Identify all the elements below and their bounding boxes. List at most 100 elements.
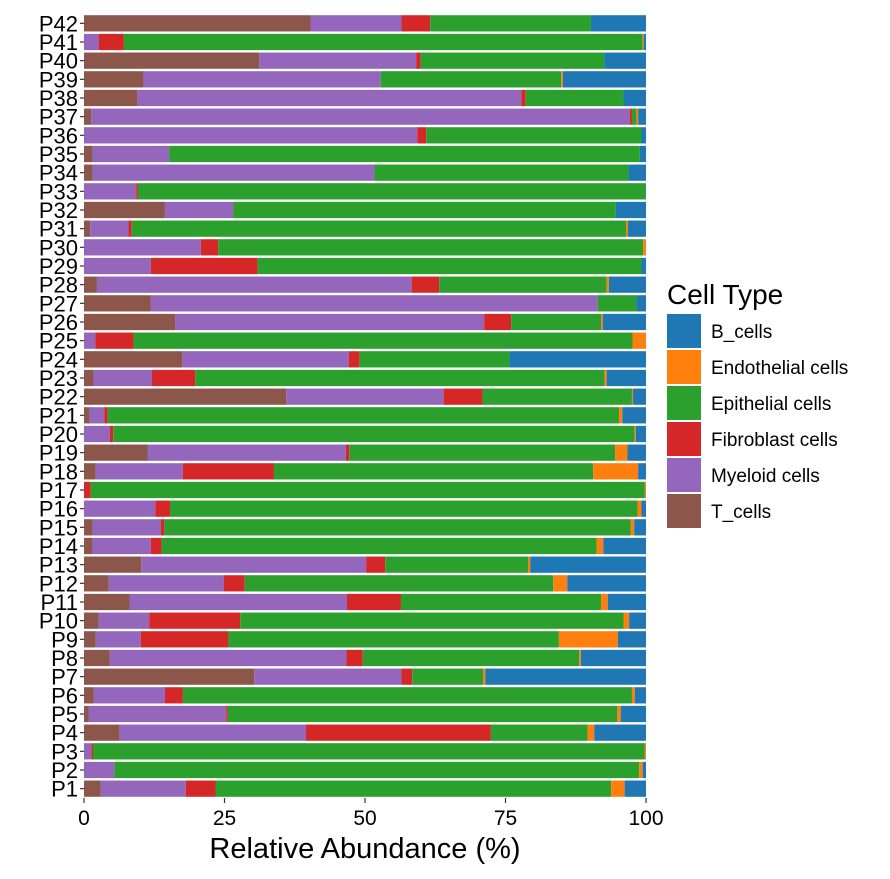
bar-p15-epithelial-cells <box>164 519 631 536</box>
bar-p2-myeloid-cells <box>84 761 115 779</box>
bar-p27-t-cells <box>84 295 151 312</box>
bar-p6-endothelial-cells <box>631 687 635 704</box>
bar-p31-t-cells <box>84 220 91 237</box>
y-tick-label: P5 <box>51 702 78 727</box>
y-tick-label: P26 <box>39 310 78 335</box>
y-tick-label: P11 <box>40 590 78 615</box>
bar-p8-fibroblast-cells <box>346 649 363 667</box>
bar-p5-epithelial-cells <box>227 705 618 723</box>
bar-p29-epithelial-cells <box>257 257 642 275</box>
bar-p36-b-cells <box>641 127 646 144</box>
bar-p10-endothelial-cells <box>623 612 630 629</box>
bar-p3-endothelial-cells <box>644 743 646 760</box>
bar-p4-fibroblast-cells <box>305 724 491 741</box>
bar-p13-endothelial-cells <box>527 556 531 573</box>
bar-p14-t-cells <box>84 537 93 555</box>
bar-p19-fibroblast-cells <box>345 444 350 461</box>
bar-p9-myeloid-cells <box>95 631 141 648</box>
bar-p40-fibroblast-cells <box>416 52 421 69</box>
bar-p16-myeloid-cells <box>84 500 156 517</box>
y-axis: P1P2P3P4P5P6P7P8P9P10P11P12P13P14P15P16P… <box>39 11 84 802</box>
bar-p30-myeloid-cells <box>84 239 201 256</box>
bar-p10-fibroblast-cells <box>149 612 241 629</box>
bar-p39-b-cells <box>562 71 646 88</box>
bar-p23-endothelial-cells <box>604 369 607 387</box>
bar-p18-epithelial-cells <box>273 463 594 480</box>
bar-p21-endothelial-cells <box>619 407 623 424</box>
bar-p4-t-cells <box>84 724 120 741</box>
y-tick-label: P1 <box>51 777 78 802</box>
bar-p42-epithelial-cells <box>430 15 591 32</box>
bar-p22-myeloid-cells <box>286 388 444 405</box>
bar-p25-fibroblast-cells <box>95 332 134 349</box>
bar-p30-fibroblast-cells <box>200 239 219 256</box>
bar-p21-b-cells <box>622 407 646 424</box>
y-tick-label: P19 <box>39 441 78 466</box>
bar-p6-fibroblast-cells <box>164 687 183 704</box>
bar-p4-myeloid-cells <box>119 724 306 741</box>
bar-p25-endothelial-cells <box>632 332 646 349</box>
y-tick-label: P4 <box>51 721 78 746</box>
y-tick-label: P25 <box>39 329 78 354</box>
bar-p24-myeloid-cells <box>182 351 349 368</box>
bar-p13-epithelial-cells <box>385 556 528 573</box>
bar-p16-fibroblast-cells <box>155 500 170 517</box>
bar-p32-b-cells <box>615 201 646 219</box>
bar-p18-fibroblast-cells <box>182 463 274 480</box>
y-tick-label: P18 <box>39 459 78 484</box>
bar-p8-b-cells <box>580 649 646 667</box>
y-tick-label: P29 <box>39 254 78 279</box>
bar-p31-fibroblast-cells <box>128 220 132 237</box>
bar-p38-fibroblast-cells <box>521 89 526 107</box>
bar-p25-myeloid-cells <box>84 332 96 349</box>
bar-p11-b-cells <box>607 593 646 611</box>
bar-p12-b-cells <box>567 575 646 592</box>
legend-key-fibroblast-cells <box>667 422 701 456</box>
y-tick-label: P9 <box>51 627 78 652</box>
bar-p17-fibroblast-cells <box>84 481 91 499</box>
bar-p21-t-cells <box>84 407 90 424</box>
bar-p19-t-cells <box>84 444 148 461</box>
bar-p32-myeloid-cells <box>164 201 234 219</box>
bar-p19-epithelial-cells <box>349 444 616 461</box>
bar-p27-b-cells <box>636 295 646 312</box>
x-tick-label: 25 <box>213 807 236 830</box>
bar-p18-b-cells <box>638 463 646 480</box>
bar-p38-b-cells <box>623 89 646 107</box>
bar-p7-epithelial-cells <box>412 668 484 685</box>
bar-p19-endothelial-cells <box>615 444 628 461</box>
bar-p14-epithelial-cells <box>161 537 597 555</box>
bar-p15-fibroblast-cells <box>160 519 165 536</box>
bar-p23-myeloid-cells <box>93 369 153 387</box>
bar-p36-fibroblast-cells <box>417 127 427 144</box>
bar-p37-b-cells <box>638 108 646 125</box>
bar-p8-t-cells <box>84 649 110 667</box>
bar-p13-myeloid-cells <box>141 556 367 573</box>
y-tick-label: P10 <box>39 609 78 634</box>
bar-p41-b-cells <box>643 33 646 51</box>
y-tick-label: P27 <box>39 291 78 316</box>
bar-p42-myeloid-cells <box>310 15 402 32</box>
y-tick-label: P36 <box>39 123 78 148</box>
y-tick-label: P7 <box>51 665 78 690</box>
y-tick-label: P23 <box>39 366 78 391</box>
y-tick-label: P2 <box>51 758 78 783</box>
bar-p18-endothelial-cells <box>593 463 639 480</box>
y-tick-label: P20 <box>39 422 78 447</box>
bar-p37-epithelial-cells <box>631 108 637 125</box>
bar-p34-b-cells <box>628 164 646 181</box>
bar-p3-epithelial-cells <box>92 743 645 760</box>
bar-p1-endothelial-cells <box>611 780 625 797</box>
bar-p6-t-cells <box>84 687 94 704</box>
y-tick-label: P41 <box>39 30 78 55</box>
bar-p34-t-cells <box>84 164 93 181</box>
bar-p29-b-cells <box>641 257 646 275</box>
y-tick-label: P38 <box>39 86 78 111</box>
bar-p7-t-cells <box>84 668 255 685</box>
bar-p2-epithelial-cells <box>114 761 640 779</box>
bar-p1-fibroblast-cells <box>185 780 216 797</box>
bar-p37-endothelial-cells <box>636 108 639 125</box>
bar-p39-endothelial-cells <box>561 71 563 88</box>
y-tick-label: P28 <box>39 273 78 298</box>
